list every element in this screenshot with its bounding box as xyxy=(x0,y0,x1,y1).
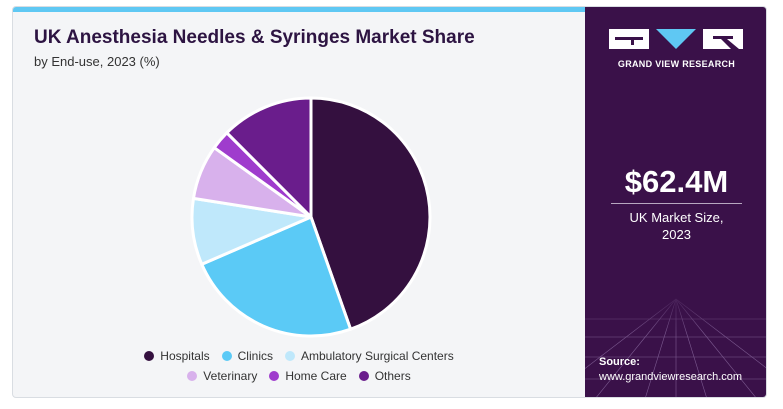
market-size-label-line-2: 2023 xyxy=(662,227,691,242)
legend-swatch xyxy=(269,371,280,381)
divider xyxy=(611,203,742,204)
chart-subtitle: by End-use, 2023 (%) xyxy=(34,54,160,69)
legend-item-hospitals: Hospitals xyxy=(144,349,210,363)
legend-item-ambulatory-surgical-centers: Ambulatory Surgical Centers xyxy=(284,349,454,363)
legend-item-home-care: Home Care xyxy=(269,369,347,383)
source-note: Source: www.grandviewresearch.com xyxy=(599,355,742,385)
legend-label: Home Care xyxy=(285,369,347,383)
grand-view-research-logo xyxy=(609,29,743,49)
market-size-panel: GRAND VIEW RESEARCH $62.4M UK Market Siz… xyxy=(585,7,766,397)
legend-row-2: Veterinary Home Care Others xyxy=(13,369,585,383)
pie-slice-hospitals xyxy=(309,96,432,331)
legend-swatch xyxy=(284,351,295,361)
legend-label: Others xyxy=(374,369,411,383)
legend-row-1: Hospitals Clinics Ambulatory Surgical Ce… xyxy=(13,349,585,363)
market-size-label: UK Market Size, 2023 xyxy=(585,209,766,243)
chart-card: UK Anesthesia Needles & Syringes Market … xyxy=(12,6,767,398)
legend-item-veterinary: Veterinary xyxy=(187,369,257,383)
pie-slice-clinics xyxy=(200,215,353,338)
pie-slice-others xyxy=(225,96,313,219)
legend-item-others: Others xyxy=(358,369,411,383)
pie-chart xyxy=(190,96,432,338)
legend-swatch xyxy=(187,371,198,381)
legend-item-clinics: Clinics xyxy=(221,349,273,363)
grid-decoration xyxy=(585,289,766,397)
accent-bar xyxy=(13,7,585,12)
source-url: www.grandviewresearch.com xyxy=(599,371,743,383)
legend-label: Hospitals xyxy=(160,349,210,363)
chart-title: UK Anesthesia Needles & Syringes Market … xyxy=(34,27,475,48)
legend-swatch xyxy=(358,371,369,381)
source-title: Source: xyxy=(599,356,640,368)
legend-label: Ambulatory Surgical Centers xyxy=(300,349,454,363)
legend-label: Veterinary xyxy=(203,369,258,383)
market-size-label-line-1: UK Market Size, xyxy=(629,210,724,225)
market-size-value: $62.4M xyxy=(624,164,729,199)
legend-label: Clinics xyxy=(237,349,273,363)
brand-name: GRAND VIEW RESEARCH xyxy=(617,59,736,69)
legend-swatch xyxy=(221,351,232,361)
legend-swatch xyxy=(144,351,155,361)
